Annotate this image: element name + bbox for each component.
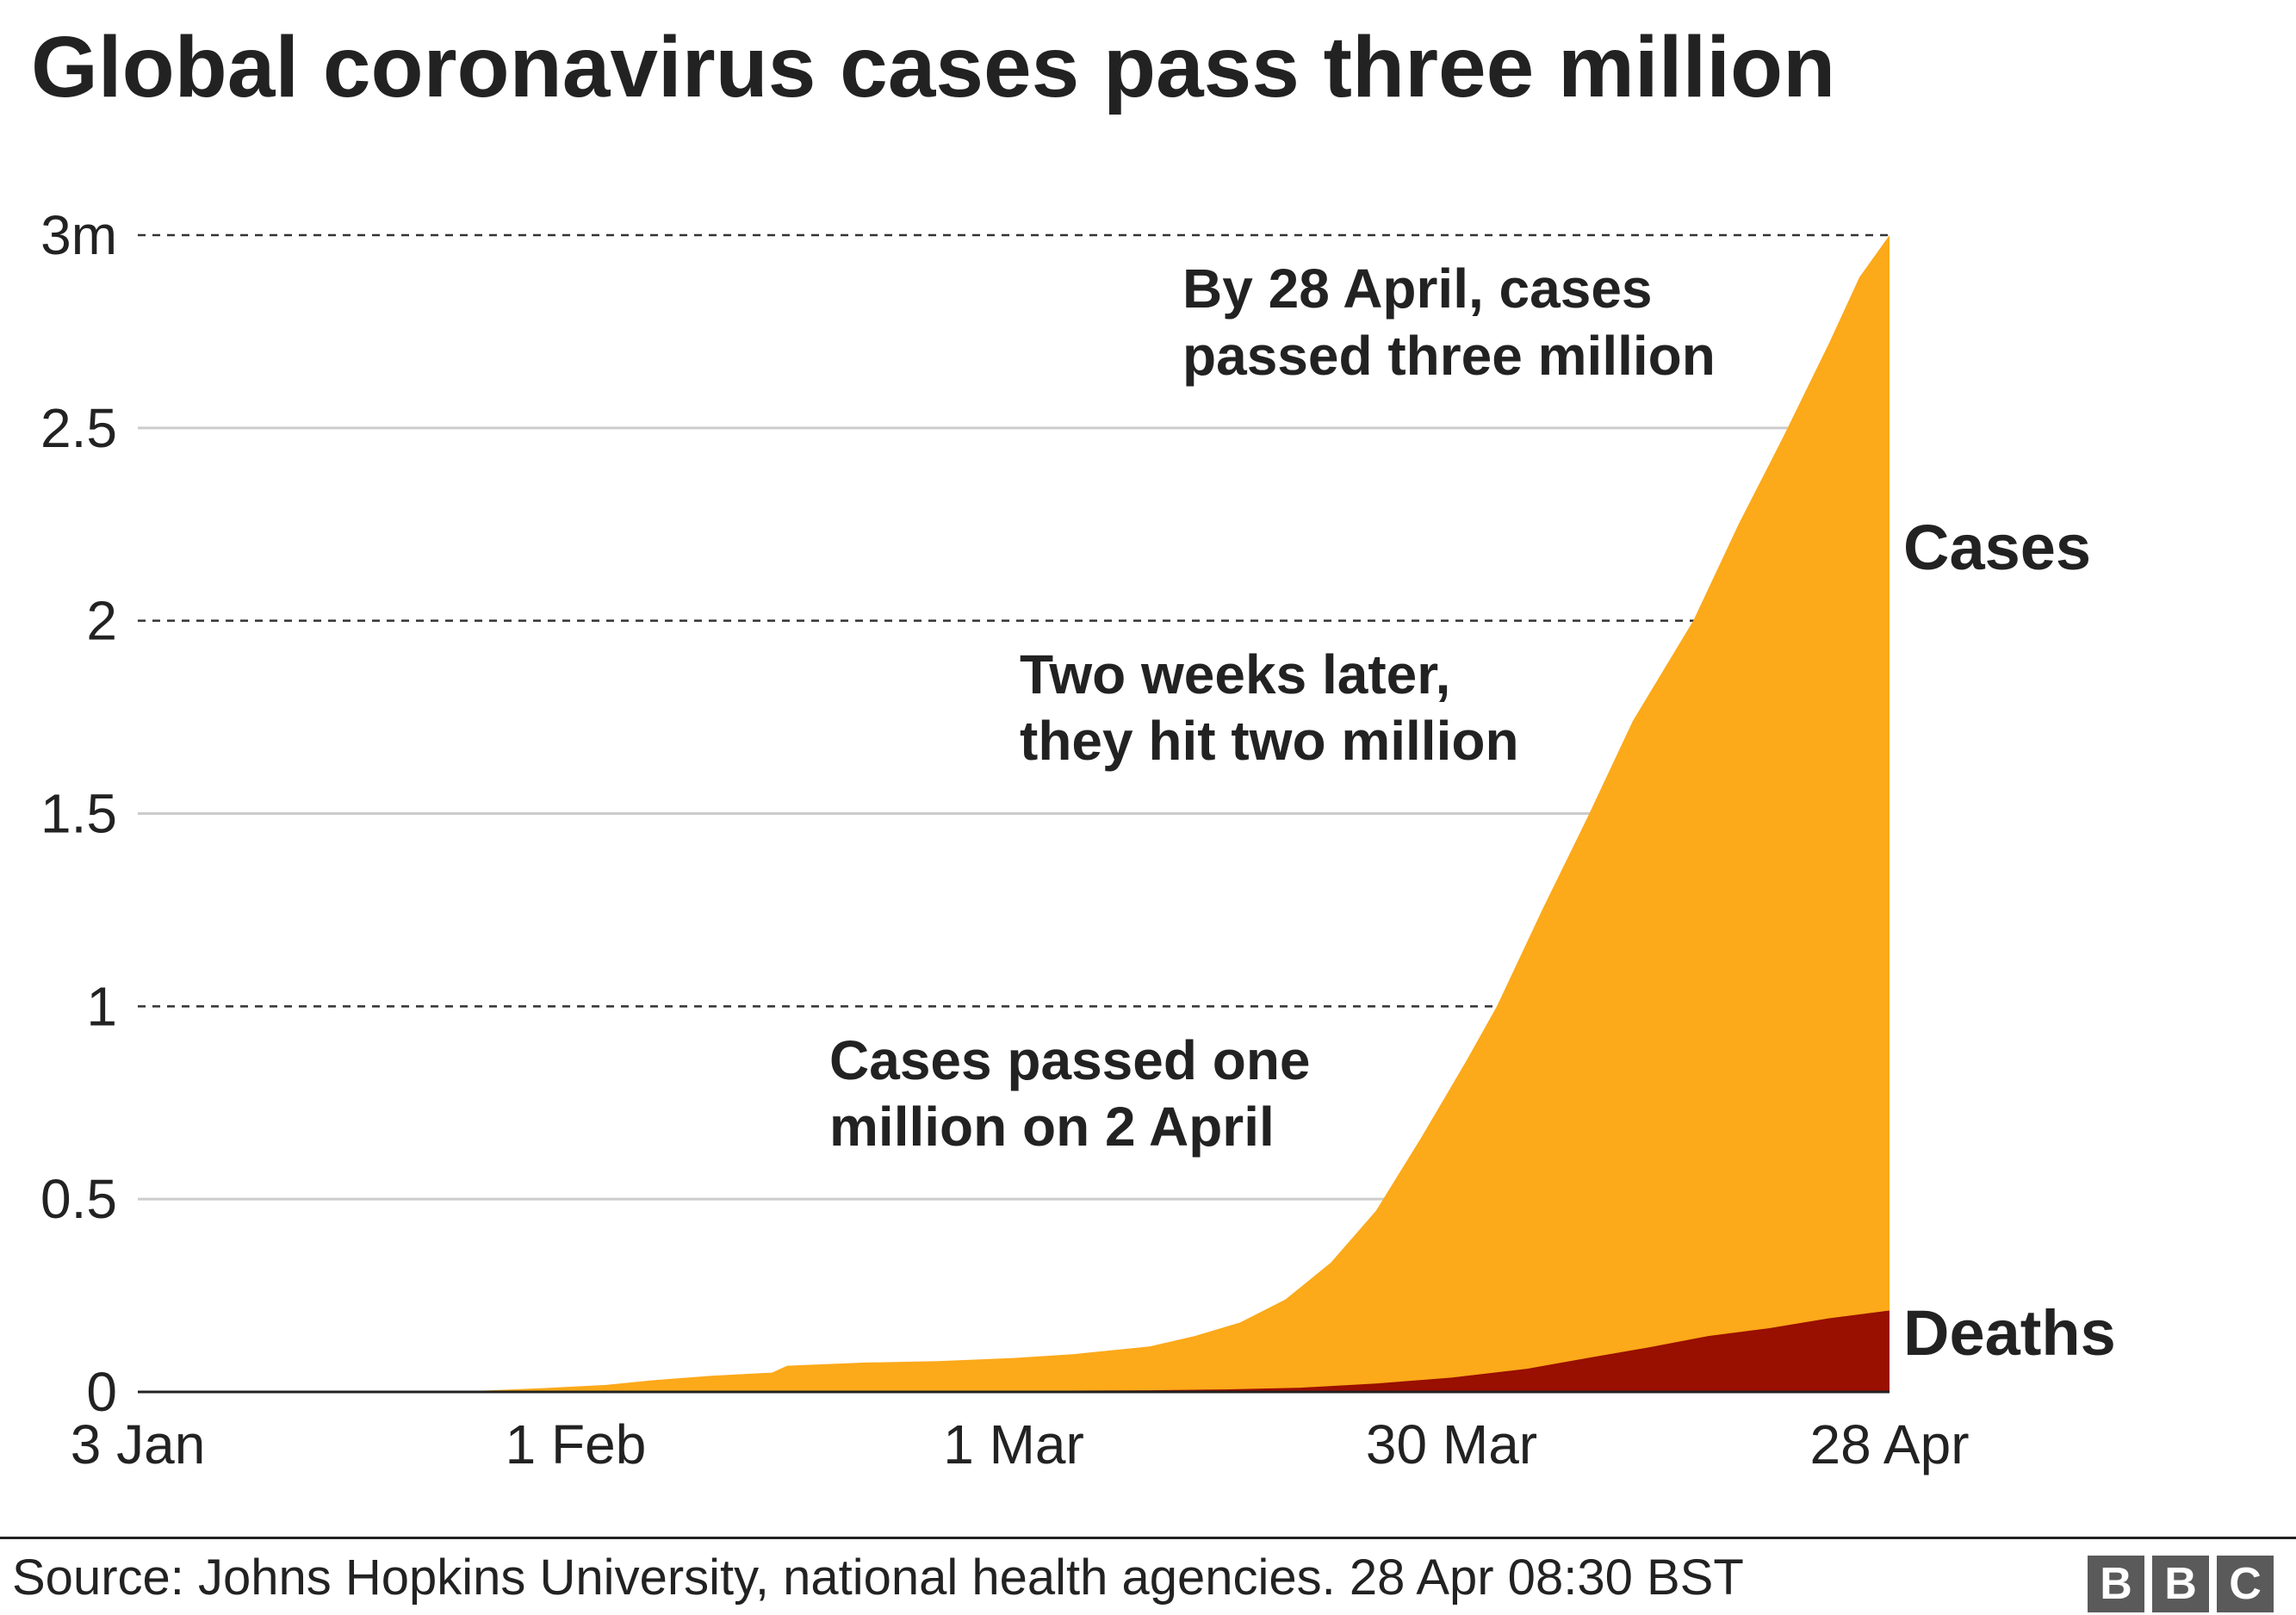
annotation-two-million: Two weeks later, they hit two million <box>1020 643 1519 772</box>
y-tick-label-1: 0.5 <box>40 1168 117 1230</box>
y-tick-label-4: 2 <box>86 590 117 652</box>
annotation-one-million-line1: Cases passed one <box>829 1029 1311 1091</box>
annotation-three-million-line2: passed three million <box>1182 325 1716 387</box>
annotation-one-million: Cases passed one million on 2 April <box>829 1029 1325 1158</box>
annotation-three-million: By 28 April, cases passed three million <box>1182 258 1716 387</box>
y-tick-label-0: 0 <box>86 1361 117 1423</box>
bbc-logo-letter-1: B <box>2088 1556 2144 1612</box>
y-tick-label-2: 1 <box>86 975 117 1037</box>
y-axis-ticks: 0 0.5 1 1.5 2 2.5 3m <box>40 204 117 1423</box>
series-label-cases: Cases <box>1903 512 2091 583</box>
series-label-deaths: Deaths <box>1903 1297 2116 1369</box>
x-axis-ticks: 3 Jan 1 Feb 1 Mar 30 Mar 28 Apr <box>71 1413 1970 1475</box>
chart-title: Global coronavirus cases pass three mill… <box>31 19 1836 115</box>
coronavirus-area-chart: 0 0.5 1 1.5 2 2.5 3m 3 Jan 1 Feb 1 Mar 30 Mar 28 A… <box>40 204 2116 1475</box>
x-tick-label-1: 1 Feb <box>506 1413 647 1475</box>
annotation-one-million-line2: million on 2 April <box>829 1096 1275 1158</box>
x-tick-label-3: 30 Mar <box>1366 1413 1537 1475</box>
y-tick-label-3: 1.5 <box>40 783 117 845</box>
x-tick-label-2: 1 Mar <box>943 1413 1084 1475</box>
annotation-two-million-line1: Two weeks later, <box>1020 643 1450 705</box>
y-tick-label-6: 3m <box>40 204 117 266</box>
y-tick-label-5: 2.5 <box>40 397 117 459</box>
x-tick-label-4: 28 Apr <box>1809 1413 1969 1475</box>
area-series <box>138 235 1890 1392</box>
bbc-logo: B B C <box>2088 1556 2274 1612</box>
annotation-two-million-line2: they hit two million <box>1020 710 1519 772</box>
bbc-logo-letter-3: C <box>2217 1556 2274 1612</box>
annotation-three-million-line1: By 28 April, cases <box>1182 258 1653 320</box>
bbc-logo-letter-2: B <box>2152 1556 2209 1612</box>
source-note: Source: Johns Hopkins University, nation… <box>12 1550 1744 1606</box>
footer-divider <box>0 1537 2296 1539</box>
area-deaths <box>138 1310 1890 1392</box>
area-cases <box>138 235 1890 1392</box>
annotations: By 28 April, cases passed three million … <box>829 258 1716 1158</box>
x-tick-label-0: 3 Jan <box>71 1413 206 1475</box>
